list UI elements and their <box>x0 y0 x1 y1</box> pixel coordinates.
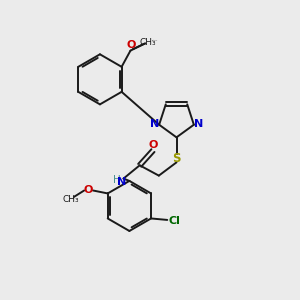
Text: N: N <box>194 119 203 129</box>
Text: methoxy: methoxy <box>69 197 75 199</box>
Text: N: N <box>117 177 127 187</box>
Text: S: S <box>172 152 181 165</box>
Text: O: O <box>126 40 136 50</box>
Text: N: N <box>149 119 159 129</box>
Text: O: O <box>149 140 158 150</box>
Text: Cl: Cl <box>169 215 181 226</box>
Text: CH₃: CH₃ <box>63 195 79 204</box>
Text: CH₃: CH₃ <box>140 38 156 47</box>
Text: methoxy: methoxy <box>152 40 158 41</box>
Text: O: O <box>83 185 92 195</box>
Text: H: H <box>113 175 121 185</box>
